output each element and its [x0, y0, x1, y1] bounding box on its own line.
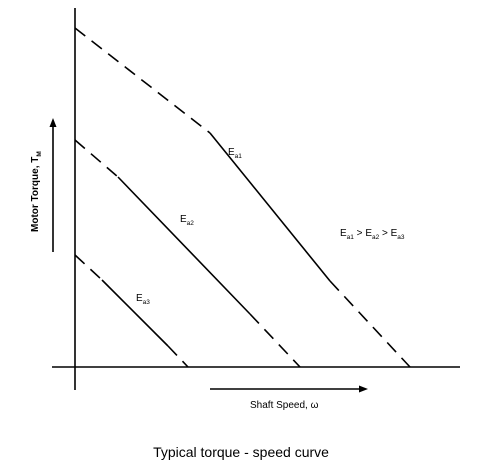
- curve-ea2-dashed-upper: [74, 139, 119, 178]
- y-axis-label: Motor Torque, TM: [30, 151, 43, 232]
- curve-ea3-dashed-lower: [167, 345, 189, 368]
- speed-arrow-head: [359, 385, 368, 393]
- x-axis-label: Shaft Speed, ω: [250, 400, 319, 411]
- figure-caption: Typical torque - speed curve: [153, 444, 329, 460]
- curve-ea2-solid: [117, 176, 251, 315]
- label-ea2: Ea2: [180, 214, 194, 227]
- torque-speed-diagram: Ea1 Ea2 Ea3 Ea1 > Ea2 > Ea3 Motor Torque…: [30, 8, 460, 411]
- label-ea3: Ea3: [136, 293, 150, 306]
- curve-ea1-dashed-lower: [329, 280, 411, 368]
- torque-arrow-head: [49, 118, 57, 127]
- curve-ea3-solid: [101, 279, 169, 347]
- curve-ea1-dashed-upper: [74, 27, 211, 134]
- curve-ea3-dashed-upper: [74, 254, 103, 281]
- relation-label: Ea1 > Ea2 > Ea3: [340, 228, 405, 241]
- label-ea1: Ea1: [228, 147, 242, 160]
- curve-ea2-dashed-lower: [249, 313, 301, 368]
- curve-ea1-solid: [209, 132, 331, 282]
